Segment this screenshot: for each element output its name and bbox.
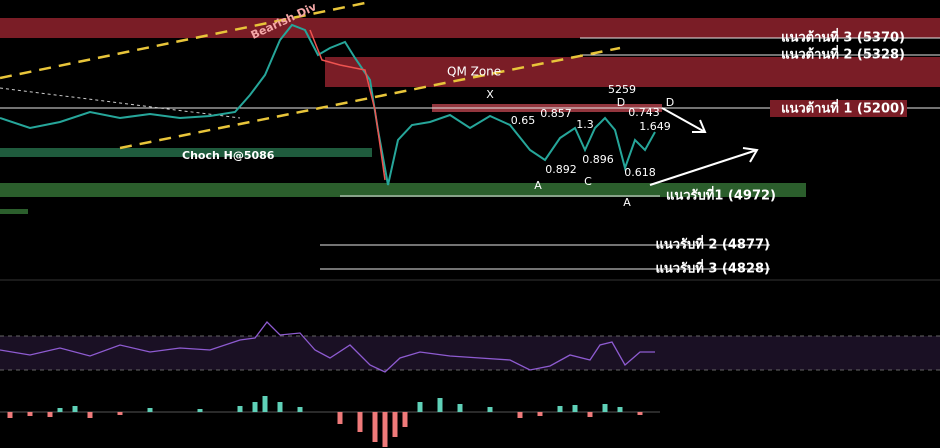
wave-label: 1.3	[576, 118, 594, 131]
wave-label: D	[617, 96, 625, 109]
support-zone-small	[0, 209, 28, 214]
wave-label: C	[584, 175, 592, 188]
qm-zone-box	[325, 57, 940, 87]
macd-panel	[0, 396, 660, 447]
level-label: แนวรับที่ 3 (4828)	[655, 259, 770, 277]
zone-label: Choch H@5086	[182, 149, 275, 162]
wave-label: 5259	[608, 83, 636, 96]
wave-labels: X 0.65 0.857 5259 D 0.743 D 1.649 1.3 0.…	[486, 83, 674, 209]
label-bg	[770, 100, 907, 117]
trend-line	[0, 87, 241, 119]
rsi-band	[0, 336, 940, 370]
wave-label: A	[623, 196, 631, 209]
zone-label: QM Zone	[447, 65, 501, 79]
projection-arrows	[649, 107, 759, 186]
zones	[0, 18, 940, 214]
rsi-panel	[0, 321, 940, 373]
level-label: แนวรับที่ 2 (4877)	[655, 235, 770, 253]
wave-label: 0.896	[582, 153, 614, 166]
choch-zone	[0, 148, 372, 157]
resistance-zone	[0, 18, 940, 38]
level-label: แนวต้านที่ 1 (5200)	[781, 99, 905, 117]
wave-label: 0.892	[545, 163, 577, 176]
support-zone	[0, 183, 806, 197]
price-path	[0, 23, 656, 186]
level-label: แนวต้านที่ 2 (5328)	[781, 45, 905, 63]
level-label: แนวต้านที่ 3 (5370)	[781, 28, 905, 46]
wave-label: A	[534, 179, 542, 192]
level-labels: แนวต้านที่ 3 (5370) แนวต้านที่ 2 (5328) …	[655, 28, 907, 277]
wave-label: 1.649	[639, 120, 671, 133]
price-path-down	[309, 29, 386, 181]
wave-label: 0.618	[624, 166, 656, 179]
wave-label: X	[486, 88, 494, 101]
trend-channel	[0, 0, 621, 150]
wave-label: 0.65	[511, 114, 536, 127]
wave-label: 0.857	[540, 107, 572, 120]
level-label: แนวรับที่1 (4972)	[666, 186, 776, 204]
wave-label: D	[666, 96, 674, 109]
wave-label: 0.743	[628, 106, 660, 119]
